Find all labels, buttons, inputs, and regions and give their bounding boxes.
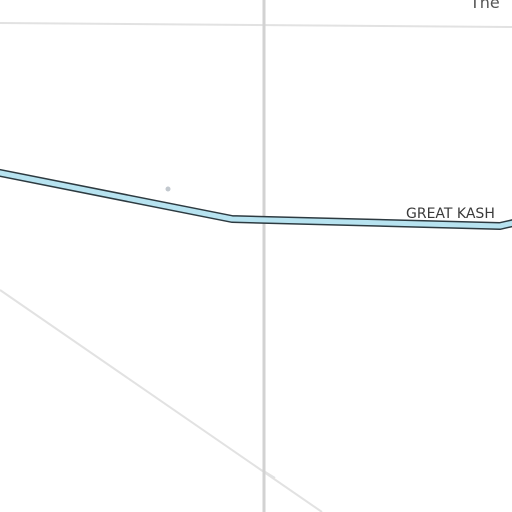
poi-dot[interactable] — [165, 186, 171, 192]
place-label: The — [469, 0, 500, 12]
waterway-fill — [0, 170, 512, 229]
minor-road-diagonal — [0, 289, 323, 512]
waterway-label: GREAT KASH — [406, 206, 495, 222]
minor-road-top — [0, 22, 512, 28]
